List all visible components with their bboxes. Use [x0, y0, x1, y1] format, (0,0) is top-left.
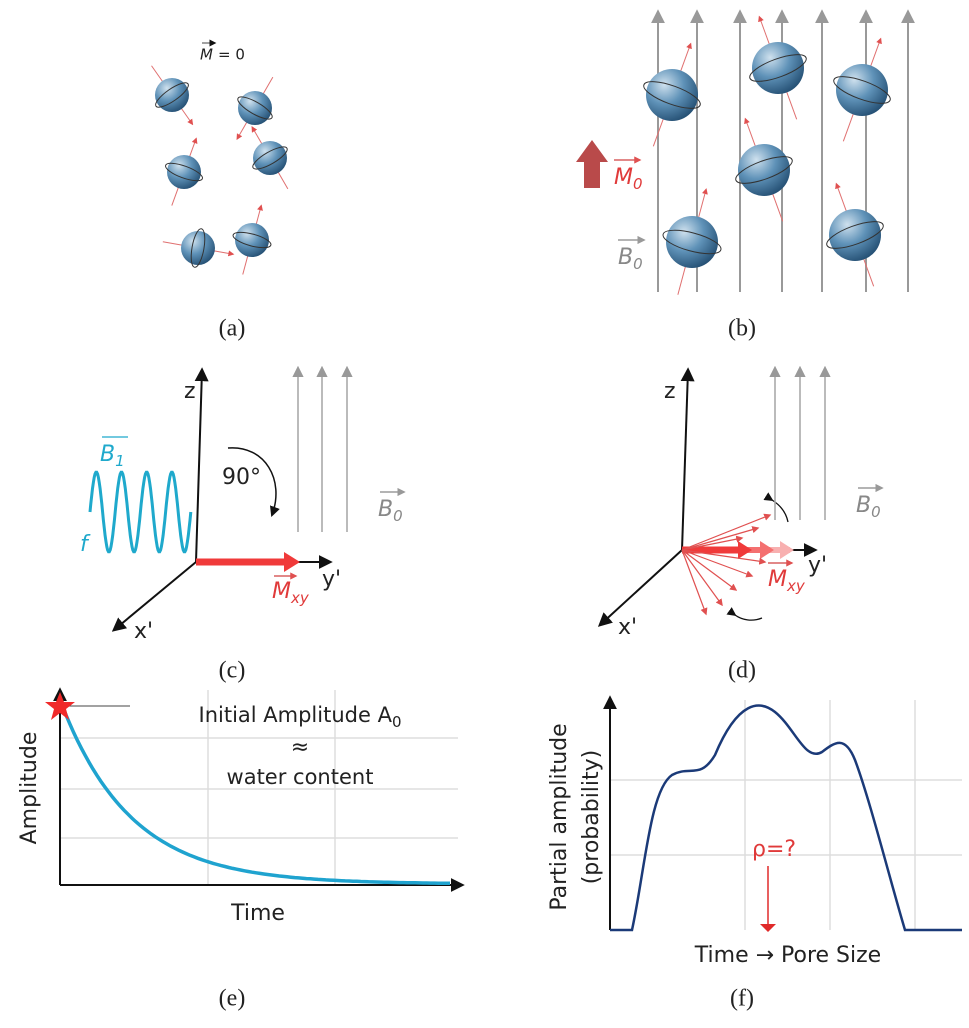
panel-b: M0 B0 (b)	[576, 140, 756, 342]
spin-vector	[681, 549, 708, 616]
nucleus	[253, 141, 287, 175]
decay-curve	[60, 704, 450, 886]
x-axis-label: x'	[134, 619, 153, 644]
z-axis-label: z	[664, 379, 676, 404]
panel-e: Initial Amplitude A0 ≈ water content Amp…	[17, 687, 465, 1012]
precession-orbit	[662, 229, 722, 255]
annotation: Initial Amplitude A0	[199, 703, 402, 731]
precession-orbit	[643, 81, 701, 109]
y-axis-title: Partial amplitude	[547, 723, 572, 910]
field-label: B0	[618, 245, 643, 273]
x-axis-title: Time	[230, 901, 285, 926]
spin-vector	[681, 549, 738, 591]
nucleus	[181, 231, 215, 265]
x-axis-label: x'	[618, 615, 637, 640]
spin-vector	[681, 526, 760, 551]
z-axis-label: z	[184, 379, 196, 404]
precession-orbit	[833, 76, 891, 104]
nucleus	[752, 42, 804, 94]
panel-label: (b)	[728, 316, 756, 342]
y-axis-title: Amplitude	[17, 732, 42, 845]
panel-f: ρ=? Partial amplitude (probability) Time…	[547, 695, 962, 1012]
x-axis-title: Time → Pore Size	[694, 943, 881, 968]
precession-orbit	[252, 146, 288, 170]
precession-orbit	[749, 54, 807, 82]
frequency-label: f	[80, 532, 91, 557]
nucleus	[646, 69, 698, 121]
marker-label: ρ=?	[752, 837, 796, 862]
rf-wave	[88, 470, 193, 554]
spin-vector	[681, 549, 767, 565]
magnetization-symbol: M	[200, 46, 213, 64]
precession-orbit	[232, 231, 272, 249]
precession-orbit	[165, 162, 203, 182]
precession-orbit	[735, 156, 793, 184]
panel-c: z y' x' B1 f 90° Mxy B0 (c)	[80, 367, 406, 684]
y-axis-label: y'	[322, 567, 341, 592]
panel-a: M = 0 (a)	[200, 39, 246, 342]
spin-vector	[681, 549, 723, 607]
nucleus	[829, 209, 881, 261]
panel-d: z y' x' Mxy B0 (d)	[597, 367, 884, 684]
nucleus	[167, 155, 201, 189]
illustrations	[88, 9, 915, 616]
rf-field-label: B1	[100, 442, 125, 470]
precession-orbit	[237, 96, 273, 120]
panel-label: (c)	[219, 658, 246, 684]
panel-label: (e)	[219, 986, 246, 1012]
approx-sign: ≈	[291, 735, 309, 760]
field-label: B0	[378, 497, 403, 525]
panel-label: (f)	[730, 986, 754, 1012]
magnetization-label: Mxy	[768, 567, 806, 595]
nucleus	[666, 216, 718, 268]
y-axis-label: y'	[808, 553, 827, 578]
nucleus	[155, 78, 189, 112]
precession-orbit	[190, 228, 206, 268]
magnetization-label: M0	[614, 165, 643, 193]
spin-vector	[681, 549, 754, 578]
panel-label: (d)	[728, 658, 756, 684]
spin-vector	[681, 513, 772, 551]
magnetization-label: Mxy	[272, 579, 310, 607]
panel-label: (a)	[219, 316, 246, 342]
y-axis-title: (probability)	[579, 750, 604, 885]
nucleus	[238, 91, 272, 125]
precession-orbit	[155, 82, 189, 108]
annotation: water content	[227, 765, 374, 789]
nucleus	[836, 64, 888, 116]
spin-vector	[681, 535, 744, 551]
precession-orbit	[826, 221, 884, 249]
nucleus	[235, 223, 269, 257]
magnetization-value: = 0	[218, 46, 245, 64]
nucleus	[738, 144, 790, 196]
field-label: B0	[856, 493, 881, 521]
flip-angle: 90°	[222, 465, 261, 490]
